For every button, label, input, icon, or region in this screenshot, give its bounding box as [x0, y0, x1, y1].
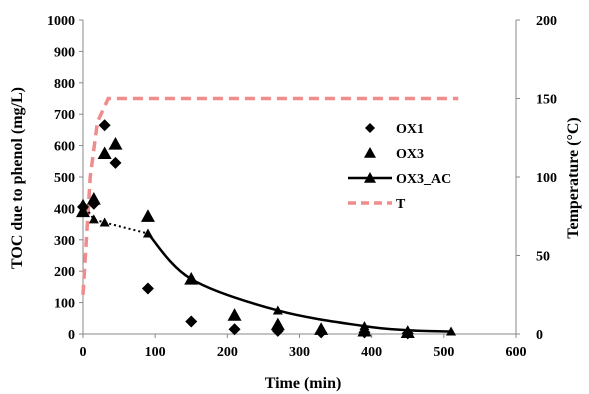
ox1-point	[77, 200, 89, 213]
y-left-tick-label: 1000	[47, 14, 75, 29]
ox3-ac-point	[272, 305, 283, 315]
y-left-tick-label: 800	[54, 77, 75, 92]
ox3-point	[97, 146, 112, 160]
ox3-point	[270, 317, 285, 331]
x-tick-label: 300	[289, 345, 310, 360]
legend: OX1 OX3 OX3_AC T	[348, 122, 451, 212]
legend-item-ox1: OX1	[365, 122, 424, 137]
legend-label-ox3-ac: OX3_AC	[396, 172, 451, 187]
y-left-tick-label: 200	[54, 265, 75, 280]
legend-label-ox3: OX3	[396, 147, 424, 162]
legend-label-ox1: OX1	[396, 122, 424, 137]
x-tick-label: 200	[217, 345, 238, 360]
y-left-tick-label: 600	[54, 140, 75, 155]
series-ox3-ac	[78, 198, 457, 336]
y-axis-right-label: Temperature (°C)	[565, 117, 582, 238]
y-left-tick-label: 700	[54, 108, 75, 123]
ox1-point	[141, 282, 154, 295]
y-right-tick-label: 0	[536, 328, 543, 343]
ox1-point	[185, 315, 198, 328]
ox1-point	[358, 326, 371, 339]
series-ox3	[76, 137, 415, 339]
y-left-tick-label: 300	[54, 234, 75, 249]
axes: 0 100 200 300 400 500 600010020030040050060070…	[47, 14, 557, 360]
ox1-point	[109, 156, 122, 169]
ox3-point	[108, 137, 123, 150]
y-axis-left-label: TOC due to phenol (mg/L)	[9, 87, 26, 269]
y-left-tick-label: 0	[68, 328, 75, 343]
legend-item-ox3-ac: OX3_AC	[348, 172, 451, 187]
y-right-tick-label: 50	[536, 250, 550, 265]
y-left-tick-label: 400	[54, 202, 75, 217]
ox1-point	[87, 197, 100, 210]
ox3-ac-point	[142, 228, 153, 238]
ox1-point	[271, 324, 284, 337]
series-layer	[76, 96, 459, 340]
legend-marker-ox3	[364, 147, 376, 158]
x-tick-label: 600	[506, 345, 527, 360]
legend-marker-ox1	[365, 123, 375, 133]
y-right-tick-label: 150	[536, 93, 557, 108]
ox1-point	[98, 119, 111, 132]
legend-item-ox3: OX3	[364, 147, 424, 162]
legend-label-t: T	[396, 197, 406, 212]
ox1-point	[228, 323, 241, 336]
ox1-point	[401, 327, 414, 340]
x-tick-label: 100	[145, 345, 166, 360]
ox3-ac-point	[446, 326, 457, 336]
ox1-point	[315, 326, 328, 339]
y-left-tick-label: 500	[54, 171, 75, 186]
ox3-point	[184, 272, 199, 285]
x-tick-label: 500	[433, 345, 454, 360]
series-ox1	[77, 119, 414, 340]
y-right-tick-label: 100	[536, 171, 557, 186]
legend-marker-ox3-ac	[364, 172, 376, 183]
y-right-tick-label: 200	[536, 14, 557, 29]
y-left-tick-label: 100	[54, 297, 75, 312]
ox3-point	[227, 308, 242, 321]
y-left-tick-label: 900	[54, 45, 75, 60]
x-tick-label: 400	[361, 345, 382, 360]
ox3-point	[140, 209, 155, 222]
ox3-ac-point	[88, 214, 99, 224]
ox3-ac-point	[99, 217, 110, 227]
x-tick-label: 0	[80, 345, 87, 360]
legend-item-t: T	[348, 197, 406, 212]
x-axis-label: Time (min)	[265, 375, 342, 392]
